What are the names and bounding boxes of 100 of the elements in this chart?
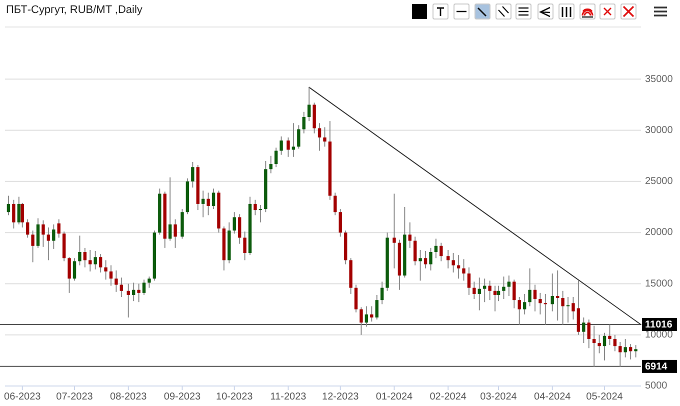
candlestick: [318, 122, 322, 152]
candlestick: [408, 222, 412, 248]
candlestick: [57, 218, 60, 238]
candlestick: [434, 238, 438, 259]
candlestick: [280, 136, 283, 156]
candlestick: [338, 208, 342, 238]
candlestick: [292, 122, 296, 158]
candlestick: [274, 147, 278, 168]
candlestick: [98, 254, 102, 273]
x-tick-label: 12-2023: [322, 392, 360, 403]
ref-line-label: 11016: [645, 320, 673, 331]
candlestick: [496, 285, 500, 302]
candlestick: [94, 250, 97, 270]
candlestick: [46, 226, 50, 261]
candlestick: [114, 270, 118, 292]
x-tick-label: 11-2023: [270, 392, 307, 403]
candlestick: [68, 256, 71, 294]
candlestick: [380, 281, 384, 305]
candlestick: [544, 293, 548, 326]
x-tick-label: 03-2024: [480, 392, 518, 403]
candlestick: [109, 264, 113, 286]
y-tick-label: 15000: [645, 278, 674, 290]
candlestick: [462, 258, 466, 282]
candlestick: [312, 102, 316, 134]
candlestick: [628, 344, 632, 360]
x-tick-label: 07-2023: [56, 392, 94, 403]
candlestick: [556, 270, 560, 322]
candlestick: [126, 283, 130, 318]
candlestick: [576, 280, 580, 336]
candlestick: [42, 220, 45, 248]
candlestick: [168, 176, 172, 242]
candlestick: [254, 199, 257, 216]
candlestick: [375, 294, 378, 320]
y-tick-label: 10000: [645, 330, 674, 340]
candlestick: [512, 279, 516, 309]
candlestick: [120, 277, 124, 298]
candlestick: [20, 202, 24, 228]
candlestick: [602, 332, 606, 361]
candlestick: [286, 136, 290, 158]
candlestick: [148, 276, 151, 288]
candlestick: [446, 249, 450, 269]
candlestick: [334, 192, 337, 216]
candlestick: [587, 319, 590, 349]
x-tick-label: 09-2023: [164, 392, 202, 403]
x-tick-label: 02-2024: [430, 392, 467, 403]
candlestick: [191, 161, 194, 188]
candlestick: [478, 277, 481, 311]
candlestick: [472, 281, 476, 300]
candlestick: [608, 324, 612, 346]
candlestick: [364, 306, 368, 328]
candlestick: [142, 279, 146, 296]
candlestick: [493, 285, 497, 312]
candlestick: [323, 126, 326, 148]
candlestick: [538, 292, 542, 315]
candlestick: [104, 260, 108, 280]
candlestick: [360, 306, 363, 336]
candlestick: [456, 254, 460, 280]
candlestick: [488, 280, 492, 301]
candlestick: [550, 272, 554, 312]
candlestick: [440, 242, 443, 262]
candlestick: [429, 247, 432, 271]
candlestick: [6, 195, 10, 216]
candlestick: [592, 325, 596, 368]
candlestick: [137, 283, 140, 303]
chart-title: ПБТ-Сургут, RUB/MT ,Daily: [6, 4, 143, 16]
candlestick: [418, 249, 422, 282]
candlestick: [598, 334, 601, 354]
candlestick: [483, 278, 486, 303]
candlestick: [533, 284, 537, 312]
candlestick: [561, 290, 564, 326]
candlestick: [370, 306, 374, 322]
candlestick: [297, 124, 300, 150]
candlestick: [566, 296, 570, 324]
candlestick: [618, 342, 622, 368]
candlestick: [624, 338, 627, 358]
y-tick-label: 30000: [645, 124, 674, 136]
candlestick: [634, 344, 638, 358]
candlestick: [528, 268, 532, 307]
candlestick: [308, 86, 311, 122]
x-tick-label: 10-2023: [216, 392, 254, 403]
candlestick: [424, 250, 428, 269]
candlestick: [17, 196, 20, 225]
candlestick: [507, 275, 511, 296]
candlestick: [258, 204, 262, 223]
candlestick: [78, 235, 82, 266]
candlestick: [52, 224, 56, 250]
x-tick-label: 06-2023: [4, 392, 42, 403]
candlestick: [518, 296, 521, 326]
candlestick: [174, 218, 177, 248]
candlestick: [522, 293, 526, 315]
candlestick: [467, 266, 471, 296]
candlestick: [302, 111, 306, 134]
candlestick: [392, 193, 396, 269]
candlestick: [26, 218, 30, 238]
y-tick-label: 5000: [645, 380, 668, 392]
candlestick: [206, 192, 210, 216]
candlestick: [36, 218, 40, 248]
x-tick-label: 08-2023: [110, 392, 148, 403]
candlestick: [613, 334, 617, 352]
candlestick: [132, 282, 136, 302]
